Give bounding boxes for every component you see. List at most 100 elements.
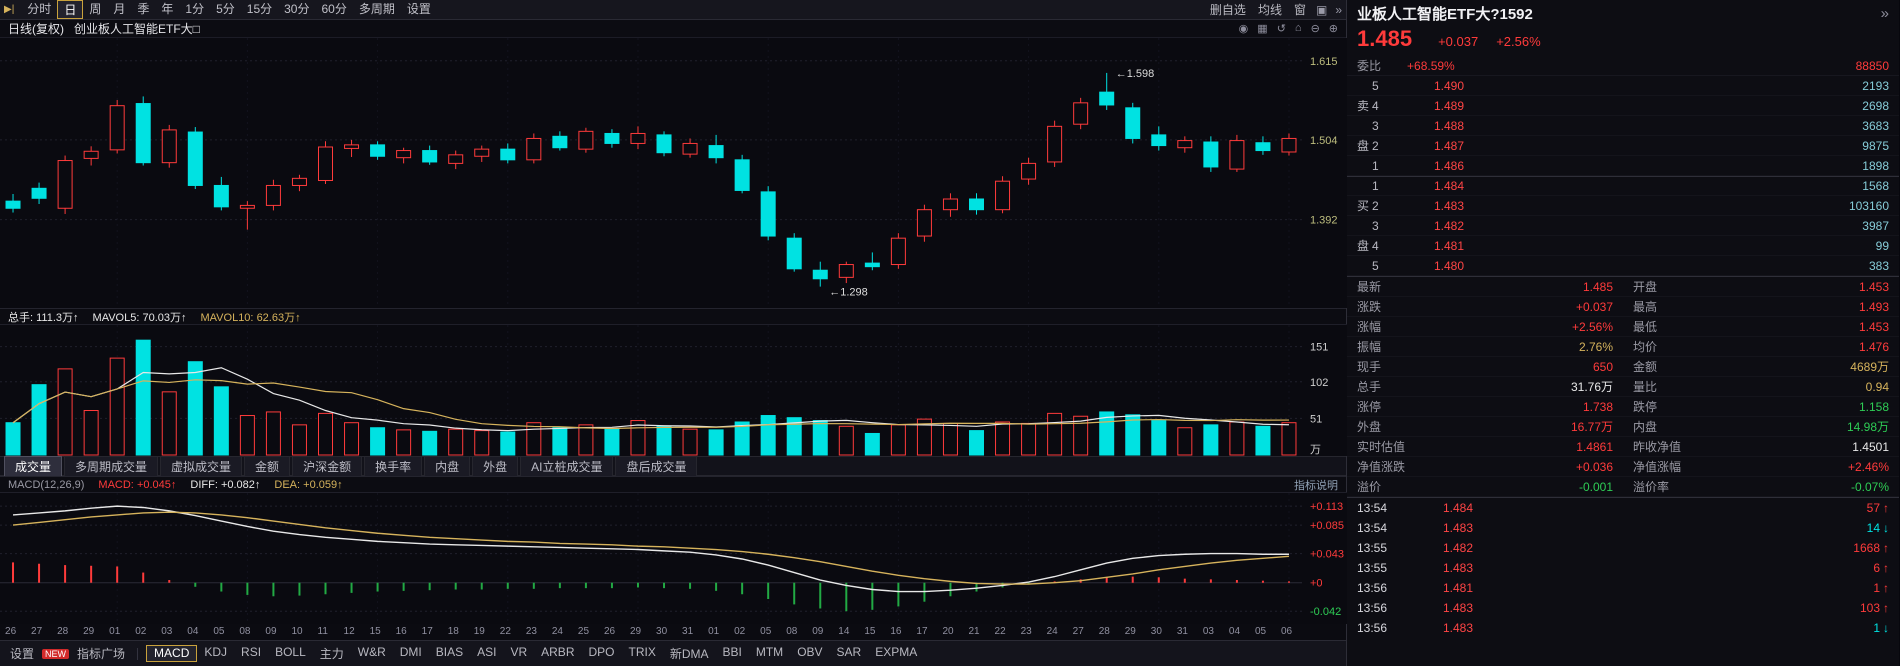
order-book-row[interactable]: 买 2 1.483 103160: [1347, 196, 1899, 216]
toolbar-均线-button[interactable]: 均线: [1257, 3, 1282, 17]
volume-tab-换手率[interactable]: 换手率: [364, 455, 423, 477]
date-label: 08: [239, 626, 251, 637]
tick-time: 13:56: [1357, 621, 1388, 635]
volume-tab-金额[interactable]: 金额: [244, 455, 291, 477]
indicator-BOLL[interactable]: BOLL: [275, 645, 306, 659]
svg-text:1.504: 1.504: [1310, 135, 1338, 147]
tick-price: 1.483: [1443, 621, 1474, 635]
order-book-row[interactable]: 5 1.490 2193: [1347, 76, 1899, 96]
tick-list[interactable]: 13:54 1.484 57 ↑ 13:54 1.483 14 ↓ 13:55 1.482 1668…: [1347, 497, 1899, 666]
order-book-row[interactable]: 3 1.482 3987: [1347, 216, 1899, 236]
indicator-BBI[interactable]: BBI: [722, 645, 742, 659]
period-tab-多周期[interactable]: 多周期: [358, 2, 395, 16]
indicator-ARBR[interactable]: ARBR: [541, 645, 575, 659]
indicator-RSI[interactable]: RSI: [241, 645, 262, 659]
period-tab-月[interactable]: 月: [113, 2, 126, 16]
date-label: 26: [5, 626, 17, 637]
candlestick-chart[interactable]: 1.615 1.504 1.392 ←1.598 ←1.298: [0, 38, 1347, 308]
volume-tab-AI立桩成交量[interactable]: AI立桩成交量: [520, 455, 614, 477]
indicator-MTM[interactable]: MTM: [755, 645, 784, 659]
indicator-VR[interactable]: VR: [510, 645, 528, 659]
indicator-W&R[interactable]: W&R: [357, 645, 386, 659]
volume-tab-多周期成交量[interactable]: 多周期成交量: [64, 455, 159, 477]
volume-tab-虚拟成交量[interactable]: 虚拟成交量: [160, 455, 243, 477]
svg-text:51: 51: [1310, 413, 1322, 425]
info-cell: 净值涨幅 +2.46%: [1623, 457, 1899, 477]
indicator-EXPMA[interactable]: EXPMA: [875, 645, 918, 659]
up-arrow-icon: ↑: [1883, 581, 1889, 595]
panel-icon[interactable]: ▣: [1315, 2, 1328, 17]
toolbar-删自选-button[interactable]: 删自选: [1209, 3, 1246, 17]
volume-tab-成交量[interactable]: 成交量: [4, 455, 63, 477]
indicator-主力[interactable]: 主力: [319, 647, 344, 661]
order-book-row[interactable]: 5 1.480 383: [1347, 256, 1899, 276]
volume-chart[interactable]: 151 102 51 万: [0, 325, 1347, 457]
indicator-settings-button[interactable]: 设置: [10, 647, 35, 661]
toolbar-窗-button[interactable]: 窗: [1293, 3, 1306, 17]
period-tab-季[interactable]: 季: [137, 2, 150, 16]
quote-header: 业板人工智能ETF大?1592 »: [1347, 0, 1899, 26]
order-book-row[interactable]: 1 1.486 1898: [1347, 156, 1899, 176]
date-label: 25: [577, 626, 590, 637]
period-tab-60分[interactable]: 60分: [321, 2, 347, 16]
indicator-SAR[interactable]: SAR: [836, 645, 862, 659]
indicator-ASI[interactable]: ASI: [477, 645, 497, 659]
indicator-DPO[interactable]: DPO: [588, 645, 615, 659]
volume-tab-内盘[interactable]: 内盘: [424, 455, 471, 477]
indicator-TRIX[interactable]: TRIX: [628, 645, 656, 659]
period-tab-设置[interactable]: 设置: [406, 2, 431, 16]
info-cell: 涨跌 +0.037: [1347, 297, 1623, 317]
indicator-MACD[interactable]: MACD: [146, 645, 198, 662]
order-book-row[interactable]: 3 1.488 3683: [1347, 116, 1899, 136]
order-book-row[interactable]: 盘 2 1.487 9875: [1347, 136, 1899, 156]
date-label: 05: [760, 626, 772, 637]
order-book-row[interactable]: 1 1.484 1568: [1347, 176, 1899, 196]
volume-tab-盘后成交量[interactable]: 盘后成交量: [615, 455, 698, 477]
period-tab-分时[interactable]: 分时: [27, 2, 52, 16]
period-tab-年[interactable]: 年: [161, 2, 174, 16]
book-volume: 103160: [1848, 198, 1889, 213]
info-value: +0.036: [1575, 459, 1613, 474]
period-tab-30分[interactable]: 30分: [284, 2, 310, 16]
undo-icon[interactable]: ↺: [1276, 23, 1286, 35]
date-label: 03: [161, 626, 173, 637]
macd-chart[interactable]: +0.113 +0.085 +0.043 +0 -0.042: [0, 493, 1347, 625]
instrument-title: 业板人工智能ETF大?1592: [1357, 5, 1533, 23]
up-arrow-icon: ↑: [1883, 601, 1889, 615]
home-icon[interactable]: ⌂: [1294, 22, 1302, 34]
date-label: 31: [682, 626, 694, 637]
order-book-row[interactable]: 盘 4 1.481 99: [1347, 236, 1899, 256]
info-label: 跌停: [1633, 400, 1658, 414]
period-tab-15分[interactable]: 15分: [246, 2, 273, 16]
chart-tool-icons: ◉ ▦ ↺ ⌂ ⊖ ⊕: [1239, 22, 1338, 35]
indicator-BIAS[interactable]: BIAS: [435, 645, 464, 659]
info-label: 实时估值: [1357, 440, 1406, 454]
order-book-row[interactable]: 卖 4 1.489 2698: [1347, 96, 1899, 116]
indicator-help-link[interactable]: 指标说明: [1294, 479, 1338, 492]
toolbar-right: 删自选 均线窗 ▣ »: [1210, 1, 1342, 18]
date-label: 15: [864, 626, 876, 637]
indicator-新DMA[interactable]: 新DMA: [669, 647, 709, 661]
info-cell: 最新 1.485: [1347, 277, 1623, 297]
crosshair-icon[interactable]: ◉: [1238, 23, 1249, 35]
more-icon[interactable]: »: [1335, 2, 1342, 17]
more-icon[interactable]: »: [1880, 4, 1889, 22]
period-tab-周[interactable]: 周: [89, 2, 102, 16]
zoom_out-icon[interactable]: ⊖: [1310, 23, 1320, 35]
indicator-KDJ[interactable]: KDJ: [204, 645, 228, 659]
book-level: 2: [1372, 198, 1379, 213]
grid-icon[interactable]: ▦: [1257, 23, 1268, 35]
tick-row: 13:56 1.483 103 ↑: [1347, 598, 1899, 618]
period-tab-1分[interactable]: 1分: [185, 2, 205, 16]
period-tab-日[interactable]: 日: [57, 0, 84, 19]
indicator-DMI[interactable]: DMI: [399, 645, 422, 659]
collapse-icon[interactable]: ▶|: [4, 4, 15, 15]
volume-tab-沪深金额[interactable]: 沪深金额: [292, 455, 363, 477]
indicator-OBV[interactable]: OBV: [797, 645, 823, 659]
indicator-plaza-button[interactable]: 指标广场: [77, 647, 126, 661]
volume-tab-外盘[interactable]: 外盘: [472, 455, 519, 477]
tick-time: 13:55: [1357, 561, 1388, 575]
period-tab-5分[interactable]: 5分: [216, 2, 235, 16]
zoom_in-icon[interactable]: ⊕: [1328, 23, 1338, 35]
tick-row: 13:56 1.481 1 ↑: [1347, 578, 1899, 598]
